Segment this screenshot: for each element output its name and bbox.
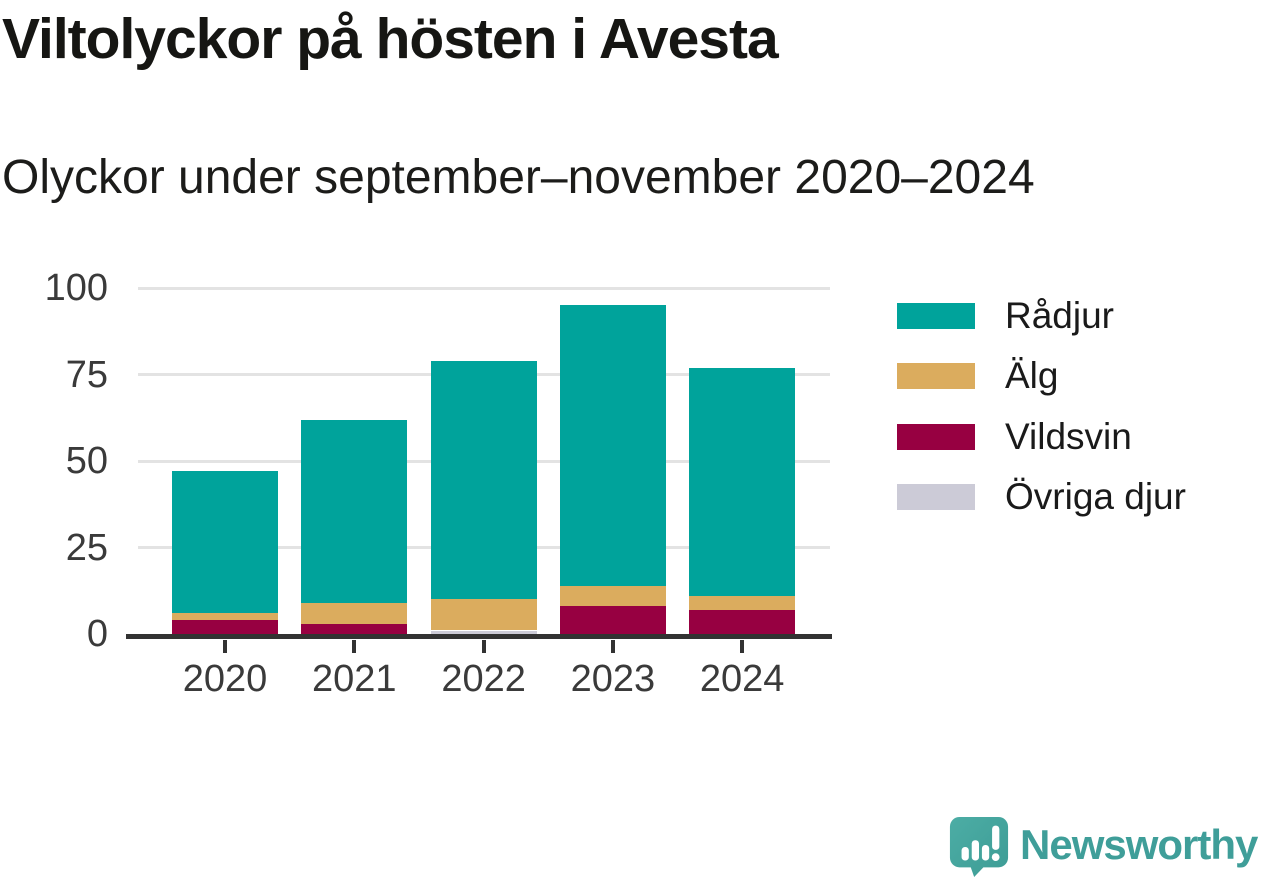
legend-swatch-ovriga-djur [897,483,975,510]
chart-title: Viltolyckor på hösten i Avesta [2,7,779,71]
legend-label-ovriga-djur: Övriga djur [1005,475,1186,517]
logo-exclamation-dot [991,853,1000,862]
bar-2020-segment-vildsvin [172,620,278,634]
bar-2021-segment-alg [301,602,408,624]
y-axis-label-75: 75 [65,353,108,396]
bar-2021-segment-radjur [301,419,408,603]
logo-bar-medium [981,845,990,861]
bar-2020-segment-radjur [172,471,278,614]
legend-swatch-alg [897,363,975,390]
bar-2020-segment-alg [172,613,278,621]
y-axis-label-50: 50 [65,440,108,482]
y-axis-label-0: 0 [86,613,108,655]
legend-swatch-vildsvin [897,423,975,450]
brand-wordmark: Newsworthy [1020,821,1258,868]
legend-label-vildsvin: Vildsvin [1005,415,1132,457]
logo-bar-tall [971,840,979,861]
x-axis-tick-2021 [352,640,357,653]
bar-2023-segment-alg [559,585,666,607]
brand-footer: Newsworthy [946,813,1262,877]
x-axis-label-2020: 2020 [182,658,268,700]
bar-2023-segment-radjur [559,305,666,586]
legend-swatch-radjur [897,303,975,329]
legend-label-radjur: Rådjur [1005,295,1114,336]
chart-subtitle: Olyckor under september–november 2020–20… [2,151,1035,204]
x-axis-label-2024: 2024 [699,658,785,700]
logo-exclamation-bar [992,825,1000,850]
bar-2024-segment-vildsvin [689,609,796,634]
gridline-100 [138,286,830,290]
bar-2022-segment-radjur [430,360,537,600]
logo-bar-small [961,846,969,861]
x-axis-label-2022: 2022 [441,658,526,700]
bar-2024-segment-alg [689,595,796,610]
x-axis-label-2023: 2023 [570,658,656,700]
x-axis-tick-2023 [610,640,615,653]
y-axis-label-100: 100 [44,267,108,309]
x-axis-line [126,633,832,639]
legend-label-alg: Älg [1005,355,1059,397]
bar-2021-segment-vildsvin [301,623,408,634]
bar-2022-segment-ovriga-djur [430,630,537,634]
bar-2024-segment-radjur [689,367,796,596]
x-axis-label-2021: 2021 [312,658,397,700]
x-axis-tick-2020 [223,640,227,653]
x-axis-tick-2024 [740,640,745,653]
y-axis-label-25: 25 [65,526,108,569]
newsworthy-logo-icon [949,816,1009,877]
x-axis-tick-2022 [481,640,486,653]
bar-2023-segment-vildsvin [559,606,666,634]
bar-2022-segment-alg [430,599,537,631]
